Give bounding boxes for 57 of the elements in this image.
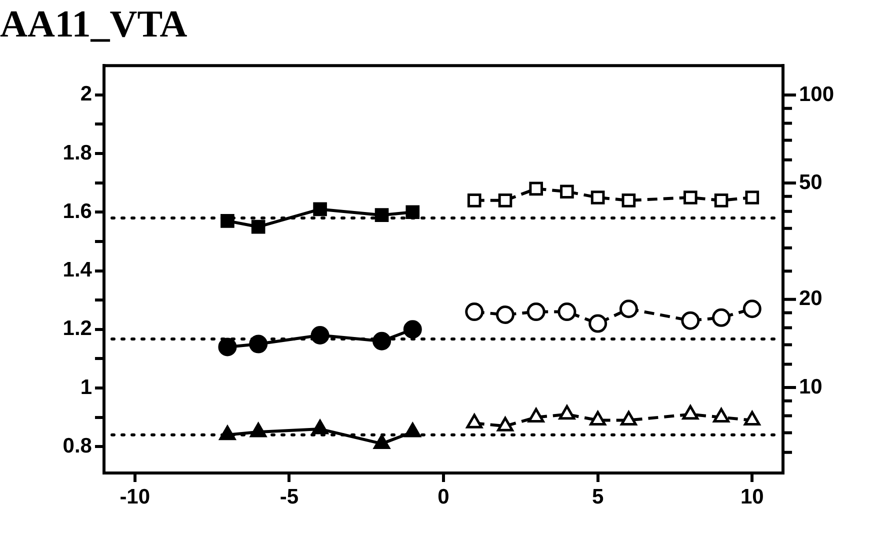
point [526, 302, 546, 322]
point [498, 194, 512, 208]
y-tick-label: 1 [80, 376, 92, 399]
point [622, 194, 636, 208]
x-tick-label: -5 [280, 485, 299, 508]
y2-tick-label: 100 [799, 82, 834, 106]
point [497, 416, 514, 432]
point [374, 434, 390, 449]
point [713, 408, 730, 423]
y-tick-label: 1.4 [62, 258, 92, 282]
point [558, 302, 576, 322]
point [681, 311, 700, 330]
y-tick-label: 1.2 [62, 317, 92, 340]
point [620, 410, 637, 426]
point [218, 338, 237, 356]
point [465, 302, 484, 322]
point [374, 208, 389, 222]
y2-tick-label: 20 [799, 287, 822, 310]
point [313, 202, 327, 216]
y-tick-label: 1.6 [62, 200, 92, 223]
point [684, 190, 698, 204]
point [529, 182, 543, 196]
y-tick-label: 1.8 [62, 141, 92, 164]
point [745, 190, 760, 204]
point [682, 405, 699, 420]
point [404, 422, 421, 438]
point [406, 205, 420, 220]
point [744, 410, 760, 426]
point [590, 190, 605, 204]
point [496, 305, 514, 324]
x-tick-label: 5 [592, 485, 604, 508]
x-tick-label: 10 [740, 485, 764, 508]
point [742, 300, 762, 318]
point [712, 308, 731, 327]
point [467, 194, 482, 208]
point [403, 320, 422, 339]
x-tick-label: 0 [438, 485, 450, 508]
point [714, 194, 728, 208]
point [528, 408, 544, 423]
point [560, 184, 574, 199]
point [220, 214, 234, 228]
y-tick-label: 2 [80, 82, 92, 106]
chart-title: AA11_VTA [0, 4, 188, 46]
point [249, 334, 268, 354]
point [251, 220, 266, 234]
point [588, 314, 608, 333]
point [558, 405, 576, 420]
y-tick-label: 0.8 [62, 434, 92, 458]
point [466, 414, 483, 428]
y2-tick-label: 10 [799, 375, 822, 398]
point [619, 300, 638, 318]
point [372, 332, 392, 350]
y2-tick-label: 50 [799, 170, 822, 194]
point [312, 420, 328, 434]
point [310, 326, 330, 344]
x-tick-label: -10 [120, 485, 150, 508]
point [590, 410, 606, 426]
